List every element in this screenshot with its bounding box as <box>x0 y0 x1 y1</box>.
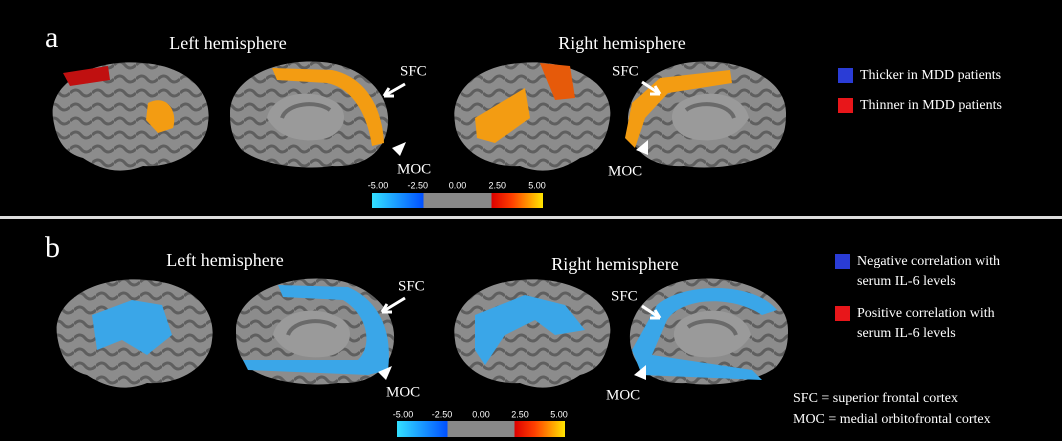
legend-swatch <box>838 98 853 113</box>
brain-right-lateral <box>454 62 610 170</box>
annotation: MOC <box>606 387 640 403</box>
colorbar <box>372 193 543 208</box>
annotation: MOC <box>608 163 642 179</box>
legend-label: Negative correlation with <box>857 254 1000 269</box>
left-title: Left hemisphere <box>166 250 283 270</box>
brain-right-medial <box>630 278 788 384</box>
panel-label: a <box>45 21 58 54</box>
legend-label: serum IL-6 levels <box>857 274 956 289</box>
brain-left-lateral <box>57 279 213 387</box>
footnote: MOC = medial orbitofrontal cortex <box>793 412 991 427</box>
brain-left-medial <box>230 61 388 167</box>
colorbar-tick: 2.50 <box>488 180 506 190</box>
separator <box>0 216 1062 219</box>
annotation: SFC <box>400 63 427 79</box>
left-title: Left hemisphere <box>169 33 286 53</box>
annotation: SFC <box>611 288 638 304</box>
legend-swatch <box>838 68 853 83</box>
colorbar-tick: -2.50 <box>432 409 453 419</box>
colorbar-tick: -5.00 <box>368 180 389 190</box>
annotation: MOC <box>386 384 420 400</box>
brain-right-lateral <box>454 279 610 387</box>
right-title: Right hemisphere <box>558 33 685 53</box>
legend-swatch <box>835 306 850 321</box>
colorbar-tick: 0.00 <box>472 409 490 419</box>
brain-left-medial <box>236 278 394 384</box>
colorbar-tick: 0.00 <box>449 180 467 190</box>
panel-label: b <box>45 231 60 264</box>
right-title: Right hemisphere <box>551 254 678 274</box>
footnote: SFC = superior frontal cortex <box>793 391 958 406</box>
brain-left-lateral <box>53 62 209 170</box>
colorbar-tick: -5.00 <box>393 409 414 419</box>
annotation: SFC <box>398 278 425 294</box>
legend-label: Positive correlation with <box>857 306 995 321</box>
colorbar-tick: 5.00 <box>528 180 546 190</box>
legend-label: Thinner in MDD patients <box>860 98 1002 113</box>
annotation: MOC <box>397 161 431 177</box>
figure: a Left hemisphere Right hemisphere SFC M… <box>0 0 1062 441</box>
annotation: SFC <box>612 63 639 79</box>
colorbar-tick: 5.00 <box>550 409 568 419</box>
colorbar-tick: 2.50 <box>511 409 529 419</box>
colorbar-tick: -2.50 <box>407 180 428 190</box>
legend-label: Thicker in MDD patients <box>860 68 1001 83</box>
colorbar <box>397 421 565 437</box>
legend-swatch <box>835 254 850 269</box>
legend-label: serum IL-6 levels <box>857 326 956 341</box>
